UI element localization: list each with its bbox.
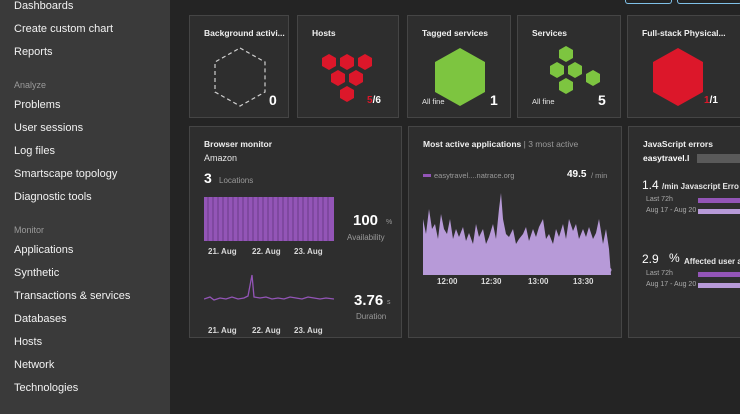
- nav-reports[interactable]: Reports: [14, 46, 53, 58]
- tile-count: 5/6: [367, 95, 381, 106]
- duration-value: 3.76: [354, 292, 384, 309]
- app-legend-swatch: [423, 174, 431, 177]
- tile-browser-monitor[interactable]: Browser monitor Amazon 3 Locations 21. A…: [189, 126, 402, 338]
- nav-smartscape-topology[interactable]: Smartscape topology: [14, 168, 118, 180]
- duration-unit: s: [387, 299, 391, 306]
- duration-chart: [204, 274, 334, 301]
- affected-users-pct-unit: %: [669, 251, 680, 265]
- tile-title: Background activi...: [204, 28, 285, 38]
- duration-label: Duration: [356, 312, 387, 321]
- tile-javascript-errors[interactable]: JavaScript errors easytravel.l 1.4 /min …: [628, 126, 740, 338]
- time-tick: 12:00: [437, 277, 458, 286]
- date-tick: 23. Aug: [294, 326, 323, 335]
- nav-transactions-services[interactable]: Transactions & services: [14, 290, 131, 302]
- monitor-name: Amazon: [204, 153, 238, 163]
- time-tick: 12:30: [481, 277, 502, 286]
- nav-dashboards[interactable]: Dashboards: [14, 0, 74, 12]
- tile-count: 1: [490, 92, 498, 108]
- app-name[interactable]: easytravel....natrace.org: [434, 171, 515, 180]
- availability-unit: %: [386, 219, 393, 226]
- sidebar-nav: Dashboards Create custom chart Reports A…: [0, 0, 170, 414]
- js-error-rate-label: /min Javascript Erro: [662, 182, 739, 191]
- tile-title: Services: [532, 28, 567, 38]
- nav-databases[interactable]: Databases: [14, 313, 67, 325]
- title-subtitle: | 3 most active: [523, 139, 579, 149]
- status-text: All fine: [532, 97, 555, 106]
- nav-user-sessions[interactable]: User sessions: [14, 122, 84, 134]
- app-name-redacted: [697, 154, 740, 163]
- tile-title: Browser monitor: [204, 139, 273, 149]
- nav-technologies[interactable]: Technologies: [14, 382, 79, 394]
- tile-services[interactable]: Services All fine 5: [517, 15, 621, 118]
- tile-count: 5: [598, 92, 606, 108]
- bar-last-72h: [698, 272, 740, 277]
- green-hexagon-icon: [435, 48, 485, 106]
- red-hexagon-icon: [653, 48, 703, 106]
- services-hexagon-cluster-icon: [550, 46, 600, 94]
- section-analyze: Analyze: [14, 80, 47, 90]
- js-error-rate: 1.4: [642, 178, 659, 192]
- locations-count: 3: [204, 170, 212, 186]
- js-app-name: easytravel.l: [643, 153, 690, 163]
- date-tick: 22. Aug: [252, 326, 281, 335]
- hosts-hexagon-cluster-icon: [322, 54, 372, 102]
- tile-count: 0: [269, 92, 277, 108]
- legend-last-72h: Last 72h: [646, 196, 673, 203]
- nav-synthetic[interactable]: Synthetic: [14, 267, 60, 279]
- app-rate: 49.5: [567, 169, 587, 180]
- nav-network[interactable]: Network: [14, 359, 55, 371]
- nav-create-custom-chart[interactable]: Create custom chart: [14, 23, 114, 35]
- app-load-chart: [423, 193, 612, 275]
- count-bad: 1: [704, 95, 710, 106]
- time-tick: 13:30: [573, 277, 594, 286]
- count-bad: 5: [367, 95, 373, 106]
- nav-log-files[interactable]: Log files: [14, 145, 55, 157]
- hexagon-outline-icon: [214, 47, 266, 107]
- tile-title: Full-stack Physical...: [642, 28, 726, 38]
- legend-aug17-20: Aug 17 - Aug 20: [646, 207, 697, 214]
- tile-tagged-services[interactable]: Tagged services All fine 1: [407, 15, 511, 118]
- affected-users-label: Affected user a: [684, 257, 740, 266]
- availability-chart: [204, 197, 334, 241]
- dashboard-area: Background activi... 0 Hosts 5/6 Tagged …: [170, 0, 740, 414]
- date-tick: 21. Aug: [208, 247, 237, 256]
- bar-aug17-20: [698, 283, 740, 288]
- bar-aug17-20: [698, 209, 740, 214]
- top-button-edge-2[interactable]: [677, 0, 740, 4]
- time-tick: 13:00: [528, 277, 549, 286]
- tile-title: Hosts: [312, 28, 336, 38]
- tile-most-active-applications[interactable]: Most active applications | 3 most active…: [408, 126, 622, 338]
- nav-hosts[interactable]: Hosts: [14, 336, 43, 348]
- tile-title: Most active applications | 3 most active: [423, 139, 578, 149]
- count-total: /6: [372, 95, 381, 106]
- tile-background-activity[interactable]: Background activi... 0: [189, 15, 289, 118]
- availability-label: Availability: [347, 233, 385, 242]
- tile-count: 1/1: [704, 95, 718, 106]
- title-text: Most active applications: [423, 139, 522, 149]
- date-tick: 21. Aug: [208, 326, 237, 335]
- legend-aug17-20: Aug 17 - Aug 20: [646, 281, 697, 288]
- count-total: /1: [709, 95, 718, 106]
- tile-title: Tagged services: [422, 28, 488, 38]
- legend-last-72h: Last 72h: [646, 270, 673, 277]
- locations-label: Locations: [219, 176, 254, 185]
- tile-title: JavaScript errors: [643, 139, 713, 149]
- top-button-edge[interactable]: [625, 0, 672, 4]
- status-text: All fine: [422, 97, 445, 106]
- nav-applications[interactable]: Applications: [14, 244, 74, 256]
- tile-fullstack-physical[interactable]: Full-stack Physical... 1/1: [627, 15, 740, 118]
- affected-users-pct: 2.9: [642, 252, 659, 266]
- bar-last-72h: [698, 198, 740, 203]
- app-rate-unit: / min: [591, 171, 608, 180]
- date-tick: 23. Aug: [294, 247, 323, 256]
- section-monitor: Monitor: [14, 225, 45, 235]
- nav-diagnostic-tools[interactable]: Diagnostic tools: [14, 191, 92, 203]
- availability-value: 100: [353, 212, 379, 229]
- date-tick: 22. Aug: [252, 247, 281, 256]
- nav-problems[interactable]: Problems: [14, 99, 61, 111]
- tile-hosts[interactable]: Hosts 5/6: [297, 15, 399, 118]
